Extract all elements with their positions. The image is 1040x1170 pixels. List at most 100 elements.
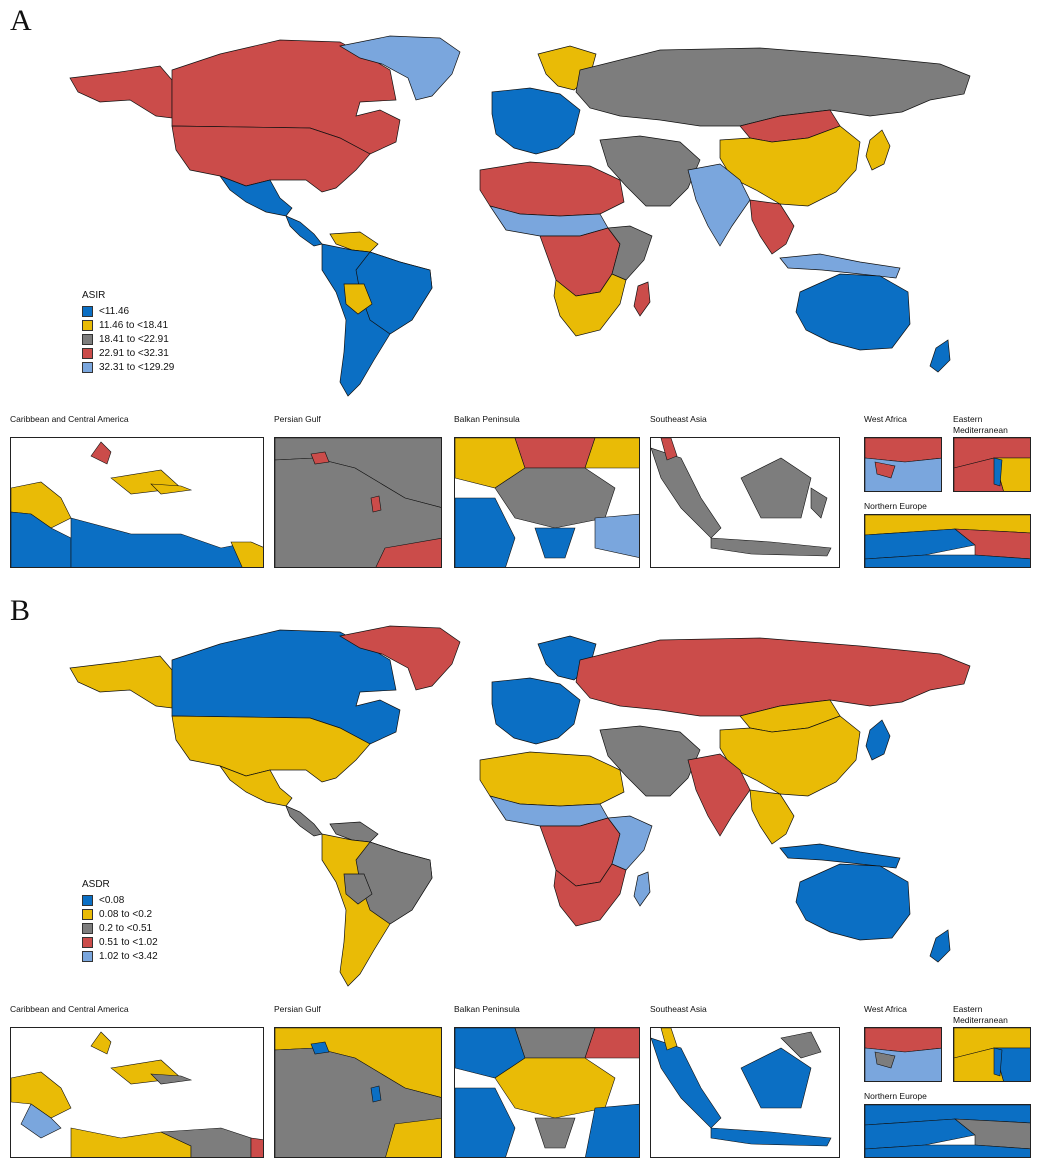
inset-region xyxy=(250,1137,263,1157)
region-southern-africa xyxy=(553,273,627,337)
inset-title-caribbean: Caribbean and Central America xyxy=(10,414,129,424)
region-india xyxy=(687,753,751,837)
inset-region xyxy=(810,487,828,519)
inset-persian-gulf xyxy=(274,1027,442,1158)
legend-swatch xyxy=(82,361,93,373)
region-north-africa xyxy=(479,161,625,217)
inset-region xyxy=(740,457,812,519)
legend-label: 1.02 to <3.42 xyxy=(99,950,158,962)
inset-map xyxy=(954,1028,1030,1081)
inset-persian-gulf xyxy=(274,437,442,568)
inset-region xyxy=(865,438,941,463)
inset-region xyxy=(150,1073,193,1085)
region-new-zealand xyxy=(929,929,951,963)
region-usa xyxy=(171,125,371,193)
inset-map xyxy=(865,1028,941,1081)
inset-region xyxy=(865,1144,1030,1157)
region-mexico xyxy=(219,175,293,217)
inset-map xyxy=(275,438,441,567)
inset-region xyxy=(865,1118,976,1150)
inset-balkan xyxy=(454,437,640,568)
legend-item: 1.02 to <3.42 xyxy=(82,949,158,963)
inset-region xyxy=(660,438,678,461)
inset-caribbean xyxy=(10,437,264,568)
inset-region xyxy=(740,1047,812,1109)
inset-map xyxy=(954,438,1030,491)
inset-region xyxy=(90,441,112,465)
region-madagascar xyxy=(633,871,651,907)
legend-label: 18.41 to <22.91 xyxy=(99,333,169,345)
region-japan xyxy=(865,129,891,171)
region-australia xyxy=(795,273,911,351)
inset-title-west-africa: West Africa xyxy=(864,414,907,424)
legend-swatch xyxy=(82,319,93,331)
panel-letter: B xyxy=(10,594,31,627)
inset-region xyxy=(594,513,639,558)
inset-region xyxy=(494,1057,616,1119)
legend: ASDR <0.08 0.08 to <0.2 0.2 to <0.51 0.51 t… xyxy=(82,879,158,963)
inset-region xyxy=(651,447,722,539)
inset-region xyxy=(370,1085,382,1103)
region-north-africa xyxy=(479,751,625,807)
legend-label: 11.46 to <18.41 xyxy=(99,319,169,331)
inset-region xyxy=(455,497,516,567)
legend-swatch xyxy=(82,347,93,359)
inset-region xyxy=(865,528,976,560)
region-indonesia xyxy=(779,843,901,869)
region-brazil xyxy=(355,841,433,925)
inset-region xyxy=(150,483,193,495)
panel-b: B ASDR <0.08 0.08 to <0.2 0.2 to <0.51 0.51… xyxy=(0,590,1040,1170)
region-madagascar xyxy=(633,281,651,317)
legend-item: <0.08 xyxy=(82,893,158,907)
world-map xyxy=(69,35,971,397)
region-mexico xyxy=(219,765,293,807)
inset-title-northern-europe: Northern Europe xyxy=(864,1091,927,1101)
inset-caribbean xyxy=(10,1027,264,1158)
region-alaska xyxy=(69,655,173,709)
inset-map xyxy=(11,441,263,567)
region-east-africa xyxy=(607,815,653,871)
inset-region xyxy=(584,438,639,469)
region-russia xyxy=(575,47,971,127)
inset-title-west-africa: West Africa xyxy=(864,1004,907,1014)
legend-swatch xyxy=(82,894,93,906)
inset-title-persian-gulf: Persian Gulf xyxy=(274,414,321,424)
legend-swatch xyxy=(82,950,93,962)
inset-northern-europe xyxy=(864,1104,1031,1158)
region-india xyxy=(687,163,751,247)
inset-region xyxy=(160,1127,252,1157)
inset-title-eastern-med: Eastern Mediterranean xyxy=(953,414,1008,435)
legend: ASIR <11.46 11.46 to <18.41 18.41 to <22.9… xyxy=(82,290,174,374)
inset-region xyxy=(534,1117,576,1149)
region-se-asia xyxy=(749,789,795,845)
inset-region xyxy=(993,1047,1003,1077)
legend-item: 0.51 to <1.02 xyxy=(82,935,158,949)
region-usa xyxy=(171,715,371,783)
inset-west-africa xyxy=(864,437,942,492)
inset-southeast-asia xyxy=(650,1027,840,1158)
inset-title-northern-europe: Northern Europe xyxy=(864,501,927,511)
region-central-america xyxy=(285,215,323,247)
legend-label: 0.51 to <1.02 xyxy=(99,936,158,948)
inset-region xyxy=(651,1037,722,1129)
region-europe-west xyxy=(491,87,581,155)
inset-map xyxy=(651,438,832,557)
legend-swatch xyxy=(82,908,93,920)
inset-region xyxy=(310,1041,330,1055)
inset-region xyxy=(455,1087,516,1157)
inset-region xyxy=(710,1127,832,1147)
region-alaska xyxy=(69,65,173,119)
inset-region xyxy=(310,451,330,465)
inset-title-persian-gulf: Persian Gulf xyxy=(274,1004,321,1014)
legend-label: 0.08 to <0.2 xyxy=(99,908,153,920)
inset-region xyxy=(230,541,263,567)
inset-region xyxy=(11,1071,72,1119)
region-brazil xyxy=(355,251,433,335)
region-middle-east xyxy=(599,135,701,207)
region-bolivia xyxy=(343,873,373,905)
legend-title: ASDR xyxy=(82,879,110,890)
region-russia xyxy=(575,637,971,717)
inset-region xyxy=(993,457,1003,487)
legend-item: 11.46 to <18.41 xyxy=(82,318,174,332)
inset-region xyxy=(375,538,441,567)
